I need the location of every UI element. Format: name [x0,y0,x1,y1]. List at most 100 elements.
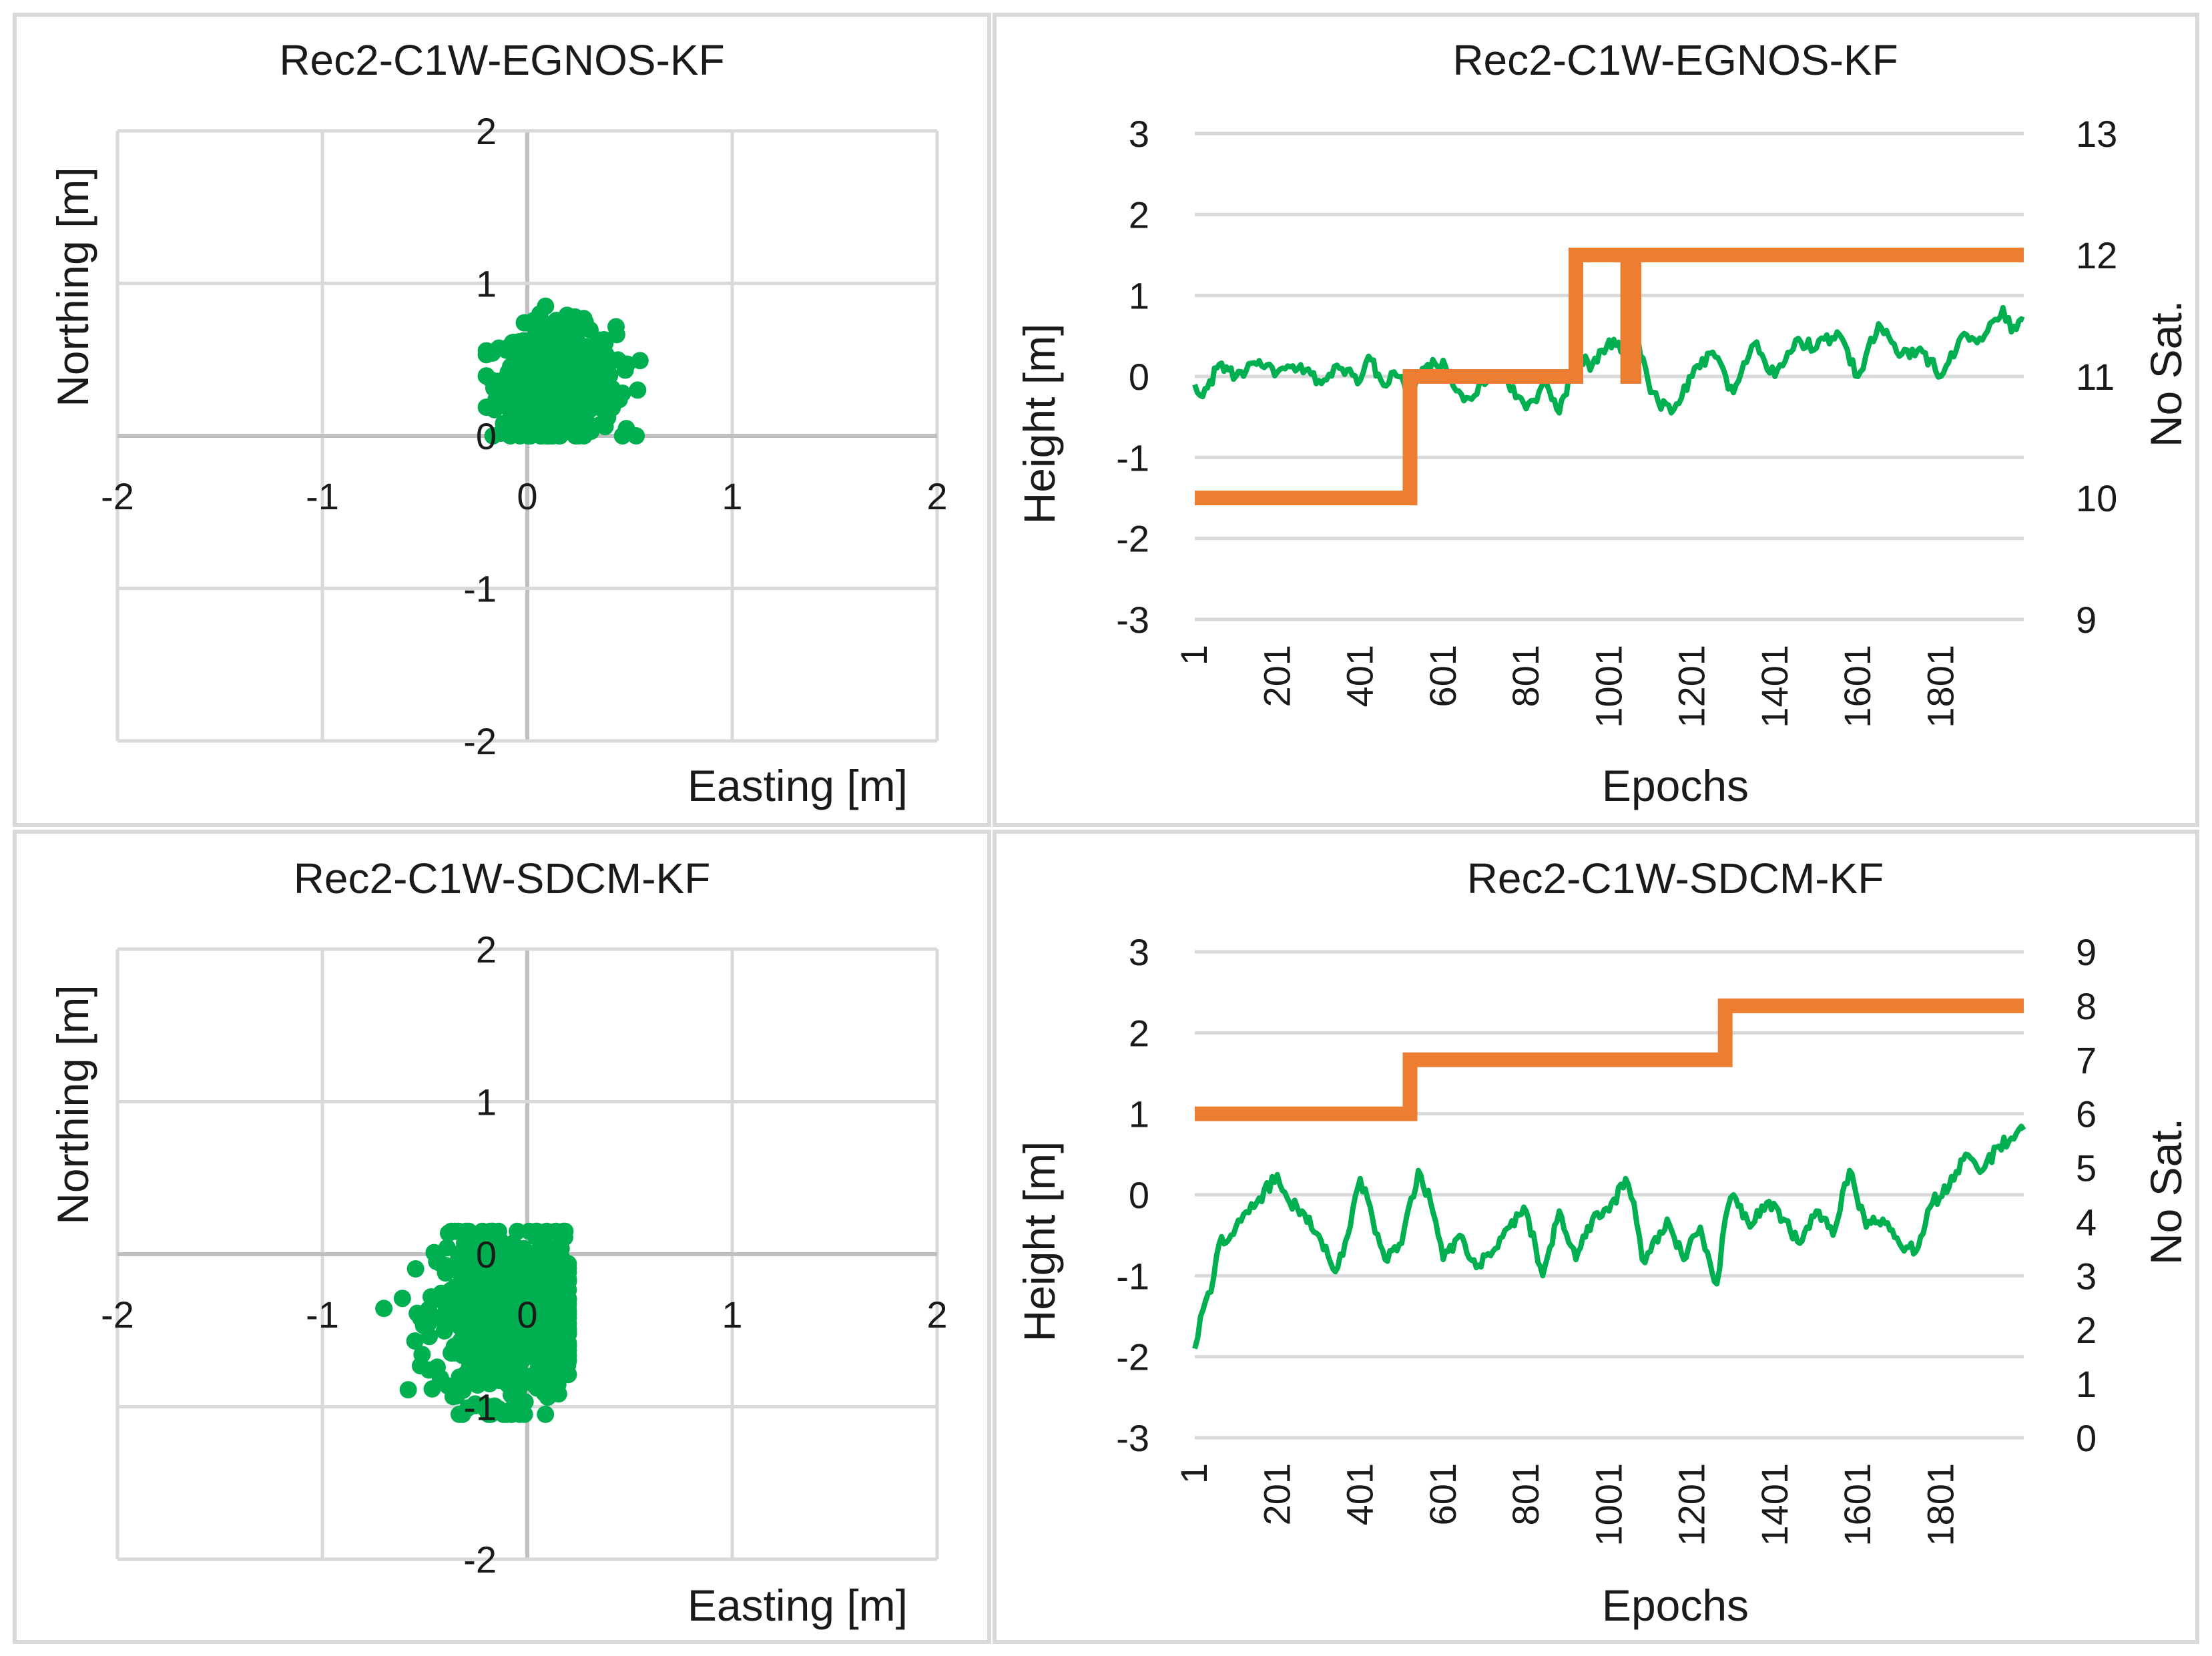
data-point [569,423,587,441]
data-point [469,1258,487,1276]
data-point [495,371,513,389]
data-point [481,1222,499,1240]
y2-tick-label: 0 [2076,1417,2097,1459]
x-tick-label: -2 [101,475,134,517]
x-tick-label: 601 [1422,1463,1464,1525]
data-point [565,324,583,342]
y-tick-label: -2 [463,720,497,762]
data-point [437,1257,455,1275]
panel-frame-bottom-left [13,830,991,1644]
scatter-chart-egnos: Rec2-C1W-EGNOS-KF -2 -1 0 1 2 -2 -1 0 1 2 Easting… [48,36,948,810]
x-tick-label: 1401 [1753,1463,1795,1547]
data-point [467,1288,485,1306]
chart-title: Rec2-C1W-SDCM-KF [294,854,711,902]
data-point [505,1266,523,1284]
series-line-height [1192,1123,2026,1350]
data-point [527,1244,545,1262]
data-point [551,364,569,382]
x-tick-label: 2 [926,475,947,517]
x-tick-label: 0 [517,1294,537,1336]
x-tick-label: -2 [101,1294,134,1336]
x-tick-label: 201 [1256,1463,1298,1525]
y2-tick-label: 3 [2076,1255,2097,1297]
y-tick-label: 1 [476,263,497,305]
y2-tick-label: 9 [2076,931,2097,973]
x-tick-label: 1 [722,1294,742,1336]
data-point [461,1358,479,1376]
data-point [607,318,625,336]
data-point [504,344,522,362]
data-point [533,374,551,392]
data-point [520,383,538,401]
x-tick-label: 1201 [1671,645,1713,728]
data-point [566,308,584,326]
x-tick-label: 1801 [1919,645,1961,728]
data-point [529,406,547,424]
y-tick-label: 2 [476,110,497,152]
x-tick-label: 2 [926,1294,947,1336]
series [1192,998,2026,1350]
data-point [528,1222,546,1240]
x-axis-label: Epochs [1602,761,1749,810]
data-point [438,1239,456,1257]
data-point [502,1308,520,1326]
data-point [523,354,541,372]
y-tick-label: 1 [1129,1093,1149,1135]
y-tick-label: 2 [1129,194,1149,236]
data-point [450,1249,468,1267]
data-point [446,1222,464,1240]
data-point [556,404,574,422]
y-tick-label: 3 [1129,113,1149,155]
data-point [534,1308,552,1326]
grid [1195,131,2024,621]
data-point [539,391,557,409]
scatter-points [375,1222,577,1423]
y2-tick-label: 7 [2076,1039,2097,1081]
x-axis-label: Easting [m] [687,1581,908,1630]
x-tick-label: 1601 [1836,645,1878,728]
data-point [486,1397,504,1415]
x-tick-label: 1 [1173,645,1215,665]
data-point [545,1358,563,1376]
data-point [531,1359,549,1377]
data-point [595,345,613,363]
y2-tick-label: 12 [2076,234,2117,276]
data-point [428,1358,446,1376]
data-point [629,381,647,399]
y2-axis-label: No Sat. [2141,300,2191,447]
data-point [500,1240,518,1258]
data-point [515,419,533,437]
data-point [610,390,628,408]
chart-title: Rec2-C1W-EGNOS-KF [1452,36,1898,84]
data-point [466,1395,484,1413]
data-point [375,1300,393,1318]
series [1192,248,2025,505]
data-point [406,1332,424,1350]
x-tick-label: 601 [1422,645,1464,707]
y2-tick-label: 13 [2076,113,2117,155]
panel-frame-top-right [993,13,2199,827]
data-point [499,1356,517,1374]
data-point [487,390,505,408]
panel-frame-bottom-right [993,830,2199,1644]
data-point [559,1337,577,1355]
y2-tick-label: 9 [2076,599,2097,641]
x-tick-label: 1801 [1919,1463,1961,1547]
x-tick-label: 801 [1504,1463,1547,1525]
data-point [510,1390,528,1408]
data-point [593,400,611,418]
data-point [503,1325,521,1343]
data-point [527,1328,545,1346]
data-point [543,427,561,445]
x-tick-label: 401 [1339,645,1381,707]
data-point [537,297,555,315]
data-point [552,1239,570,1258]
y-tick-label: 0 [1129,1174,1149,1216]
data-point [455,1234,473,1252]
data-point [500,400,518,418]
y-tick-label: 1 [476,1081,497,1123]
data-point [488,1335,506,1353]
data-point [419,1314,437,1332]
data-point [546,1320,564,1338]
